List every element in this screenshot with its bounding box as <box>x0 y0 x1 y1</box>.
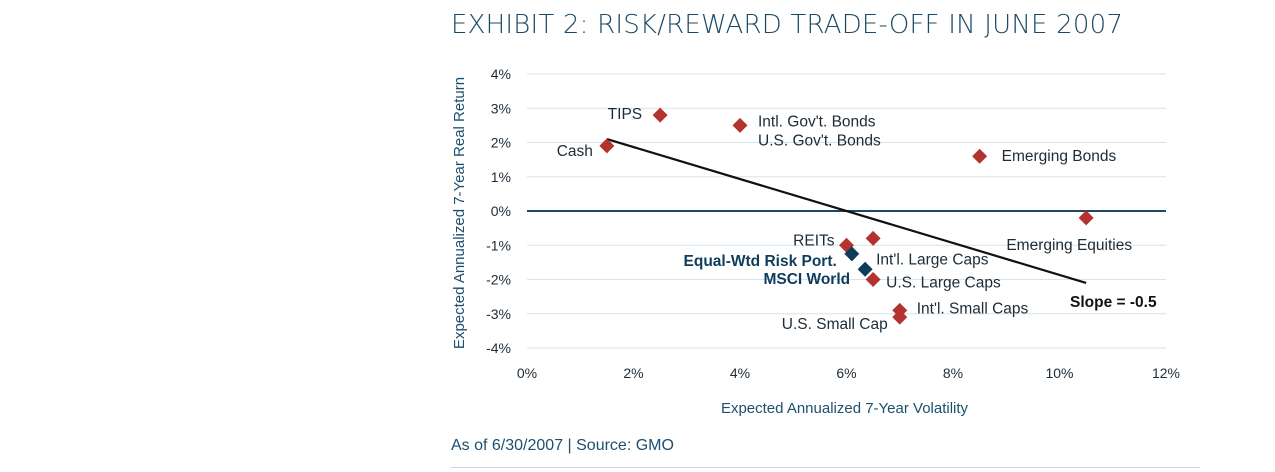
data-label: Cash <box>557 143 593 160</box>
y-axis-ticks: 4% 3% 2% 1% 0% -1% -2% -3% -4% <box>486 66 511 356</box>
x-tick-label: 8% <box>943 365 963 381</box>
data-point-u-s-small-cap <box>892 309 908 325</box>
data-point-emerging-bonds <box>972 148 988 164</box>
chart-title: EXHIBIT 2: RISK/REWARD TRADE-OFF IN JUNE… <box>451 10 1124 40</box>
data-label: U.S. Gov't. Bonds <box>758 132 881 149</box>
data-labels: TIPS Cash Intl. Gov't. Bonds U.S. Gov't. Bo… <box>557 106 1133 333</box>
data-label: Int'l. Small Caps <box>917 300 1029 317</box>
x-tick-label: 10% <box>1045 365 1073 381</box>
data-label: MSCI World <box>763 271 850 288</box>
data-label: Emerging Bonds <box>1002 148 1117 165</box>
x-axis-ticks: 0% 2% 4% 6% 8% 10% 12% <box>517 365 1180 381</box>
data-label: TIPS <box>608 106 642 123</box>
data-label: Int'l. Large Caps <box>876 251 989 268</box>
y-tick-label: 1% <box>491 169 511 185</box>
scatter-chart: 4%3%2%1%0%-1%-2%-3%-4% 0% 2% 4% 6% 8% 10% 12% … <box>451 66 1180 417</box>
x-axis-title: Expected Annualized 7-Year Volatility <box>721 400 969 417</box>
data-point-intl-gov-t-bonds <box>732 117 748 133</box>
data-point-tips <box>652 107 668 123</box>
data-point-msci-world <box>857 261 873 277</box>
y-tick-label: -3% <box>486 306 511 322</box>
data-points <box>599 107 1094 325</box>
y-tick-label: -2% <box>486 272 511 288</box>
y-tick-label: 3% <box>491 100 511 116</box>
source-note: As of 6/30/2007 | Source: GMO <box>451 437 674 454</box>
grid-lines <box>527 73 1166 349</box>
y-tick-label: 0% <box>491 203 511 219</box>
data-label: REITs <box>793 232 835 249</box>
y-tick-label: 4% <box>491 66 511 82</box>
x-tick-label: 12% <box>1152 365 1180 381</box>
bottom-divider <box>451 467 1200 468</box>
y-tick-label: 2% <box>491 135 511 151</box>
data-label: Equal-Wtd Risk Port. <box>684 253 837 270</box>
x-tick-label: 0% <box>517 365 537 381</box>
data-label: Intl. Gov't. Bonds <box>758 113 876 130</box>
trend-line <box>606 138 1087 284</box>
y-tick-label: -1% <box>486 237 511 253</box>
data-point-int-l-large-caps <box>865 230 881 246</box>
y-tick-label: -4% <box>486 340 511 356</box>
data-label: Emerging Equities <box>1006 237 1132 254</box>
y-axis-title: Expected Annualized 7-Year Real Return <box>451 77 468 349</box>
x-tick-label: 2% <box>623 365 643 381</box>
slope-label: Slope = -0.5 <box>1070 294 1157 311</box>
data-point-equal-wtd-risk-port- <box>844 246 860 262</box>
x-tick-label: 4% <box>730 365 750 381</box>
data-label: U.S. Large Caps <box>886 275 1001 292</box>
x-tick-label: 6% <box>836 365 856 381</box>
data-point-u-s-large-caps <box>865 272 881 287</box>
data-label: U.S. Small Cap <box>782 316 888 333</box>
data-point-cash <box>599 138 615 154</box>
data-point-emerging-equities <box>1078 210 1094 226</box>
